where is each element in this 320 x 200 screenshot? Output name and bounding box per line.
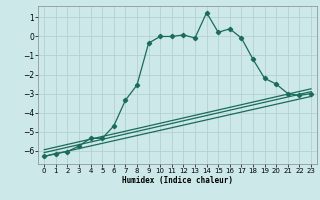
X-axis label: Humidex (Indice chaleur): Humidex (Indice chaleur) <box>122 176 233 185</box>
